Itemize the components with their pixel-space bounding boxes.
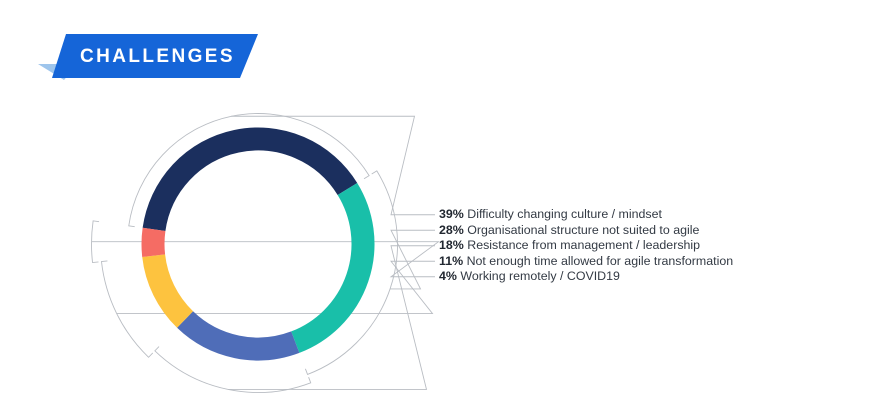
legend-item-difficulty-changing-culture-mindset: 39% Difficulty changing culture / mindse… <box>439 207 733 223</box>
legend-percent: 39% <box>439 207 464 221</box>
leader-run-resistance-from-management-leadership <box>228 245 435 390</box>
leader-run-difficulty-changing-culture-mindset <box>231 115 435 216</box>
leader-run-organisational-structure-not-suited-to-agile <box>390 229 435 290</box>
donut-slice-difficulty-changing-culture-mindset <box>142 127 358 232</box>
legend-label: Working remotely / COVID19 <box>460 269 620 283</box>
legend-item-organisational-structure-not-suited-to-agile: 28% Organisational structure not suited … <box>439 223 733 239</box>
leader-lines <box>91 113 440 393</box>
donut-slices <box>141 127 375 361</box>
legend-item-not-enough-time-allowed-for-agile-transformation: 11% Not enough time allowed for agile tr… <box>439 254 733 270</box>
legend-percent: 4% <box>439 269 457 283</box>
leader-run-not-enough-time-allowed-for-agile-transformation <box>116 260 435 314</box>
donut-slice-resistance-from-management-leadership <box>177 311 300 361</box>
donut-slice-organisational-structure-not-suited-to-agile <box>290 182 375 353</box>
section-title: CHALLENGES <box>80 46 235 67</box>
chart-legend: 39% Difficulty changing culture / mindse… <box>439 207 733 285</box>
banner <box>38 34 258 80</box>
legend-label: Difficulty changing culture / mindset <box>467 207 662 221</box>
legend-label: Organisational structure not suited to a… <box>467 222 700 237</box>
leader-line-working-remotely-covid19 <box>91 220 100 264</box>
legend-label: Not enough time allowed for agile transf… <box>466 253 734 268</box>
legend-percent: 18% <box>439 238 464 252</box>
leader-run-working-remotely-covid19 <box>91 241 440 278</box>
legend-label: Resistance from management / leadership <box>467 238 701 252</box>
legend-item-working-remotely-covid19: 4% Working remotely / COVID19 <box>439 269 733 285</box>
donut-slice-not-enough-time-allowed-for-agile-transformation <box>142 254 194 328</box>
banner-shape <box>52 34 258 78</box>
legend-percent: 28% <box>439 222 464 237</box>
legend-item-resistance-from-management-leadership: 18% Resistance from management / leaders… <box>439 238 733 254</box>
donut-slice-working-remotely-covid19 <box>141 227 166 257</box>
legend-percent: 11% <box>439 253 464 268</box>
leader-line-organisational-structure-not-suited-to-agile <box>304 170 398 375</box>
leader-line-not-enough-time-allowed-for-agile-transformation <box>100 260 154 358</box>
